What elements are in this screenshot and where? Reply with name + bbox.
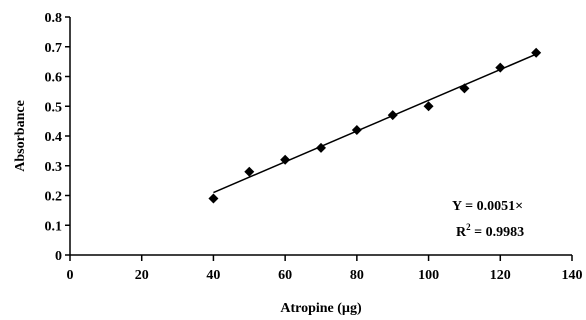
- x-tick-label: 140: [562, 268, 583, 283]
- data-point: [316, 142, 326, 153]
- y-axis-title: Absorbance: [13, 100, 28, 172]
- y-tick-label: 0: [55, 249, 62, 264]
- data-point: [280, 154, 291, 165]
- data-point: [351, 125, 362, 136]
- tick-labels: 0 0.1 0.2 0.3 0.4 0.5 0.6 0.7 0.8 0 20 40 60 80 100 120…: [45, 11, 583, 283]
- y-tick-label: 0.1: [45, 219, 63, 234]
- equation-annotation: Y = 0.0051×: [452, 199, 523, 214]
- tick-marks: [65, 16, 573, 261]
- r-squared-annotation: R2 = 0.9983: [456, 222, 524, 240]
- x-tick-label: 0: [67, 268, 74, 283]
- trend-line: [213, 53, 537, 194]
- data-point: [531, 47, 542, 58]
- y-tick-label: 0.4: [45, 130, 63, 145]
- y-tick-label: 0.6: [45, 71, 63, 86]
- x-tick-label: 40: [206, 268, 220, 283]
- x-tick-label: 80: [350, 268, 364, 283]
- data-point: [459, 83, 470, 94]
- x-tick-label: 60: [278, 268, 292, 283]
- data-point: [208, 193, 219, 204]
- data-point: [244, 166, 255, 177]
- y-tick-label: 0.2: [45, 190, 63, 205]
- y-tick-label: 0.7: [45, 41, 63, 56]
- data-point: [423, 101, 434, 112]
- y-tick-label: 0.3: [45, 160, 63, 175]
- axes: [69, 17, 572, 256]
- r-squared-prefix: R: [456, 225, 467, 240]
- x-tick-label: 100: [418, 268, 439, 283]
- data-points: [208, 47, 542, 204]
- data-point: [387, 110, 398, 121]
- x-tick-label: 20: [135, 268, 149, 283]
- y-tick-label: 0.8: [45, 11, 63, 26]
- r-squared-value: = 0.9983: [471, 225, 524, 240]
- y-tick-label: 0.5: [45, 100, 63, 115]
- x-tick-label: 120: [490, 268, 511, 283]
- r-squared-exponent: 2: [466, 222, 471, 232]
- data-point: [495, 62, 506, 73]
- x-axis-title: Atropine (µg): [280, 301, 362, 316]
